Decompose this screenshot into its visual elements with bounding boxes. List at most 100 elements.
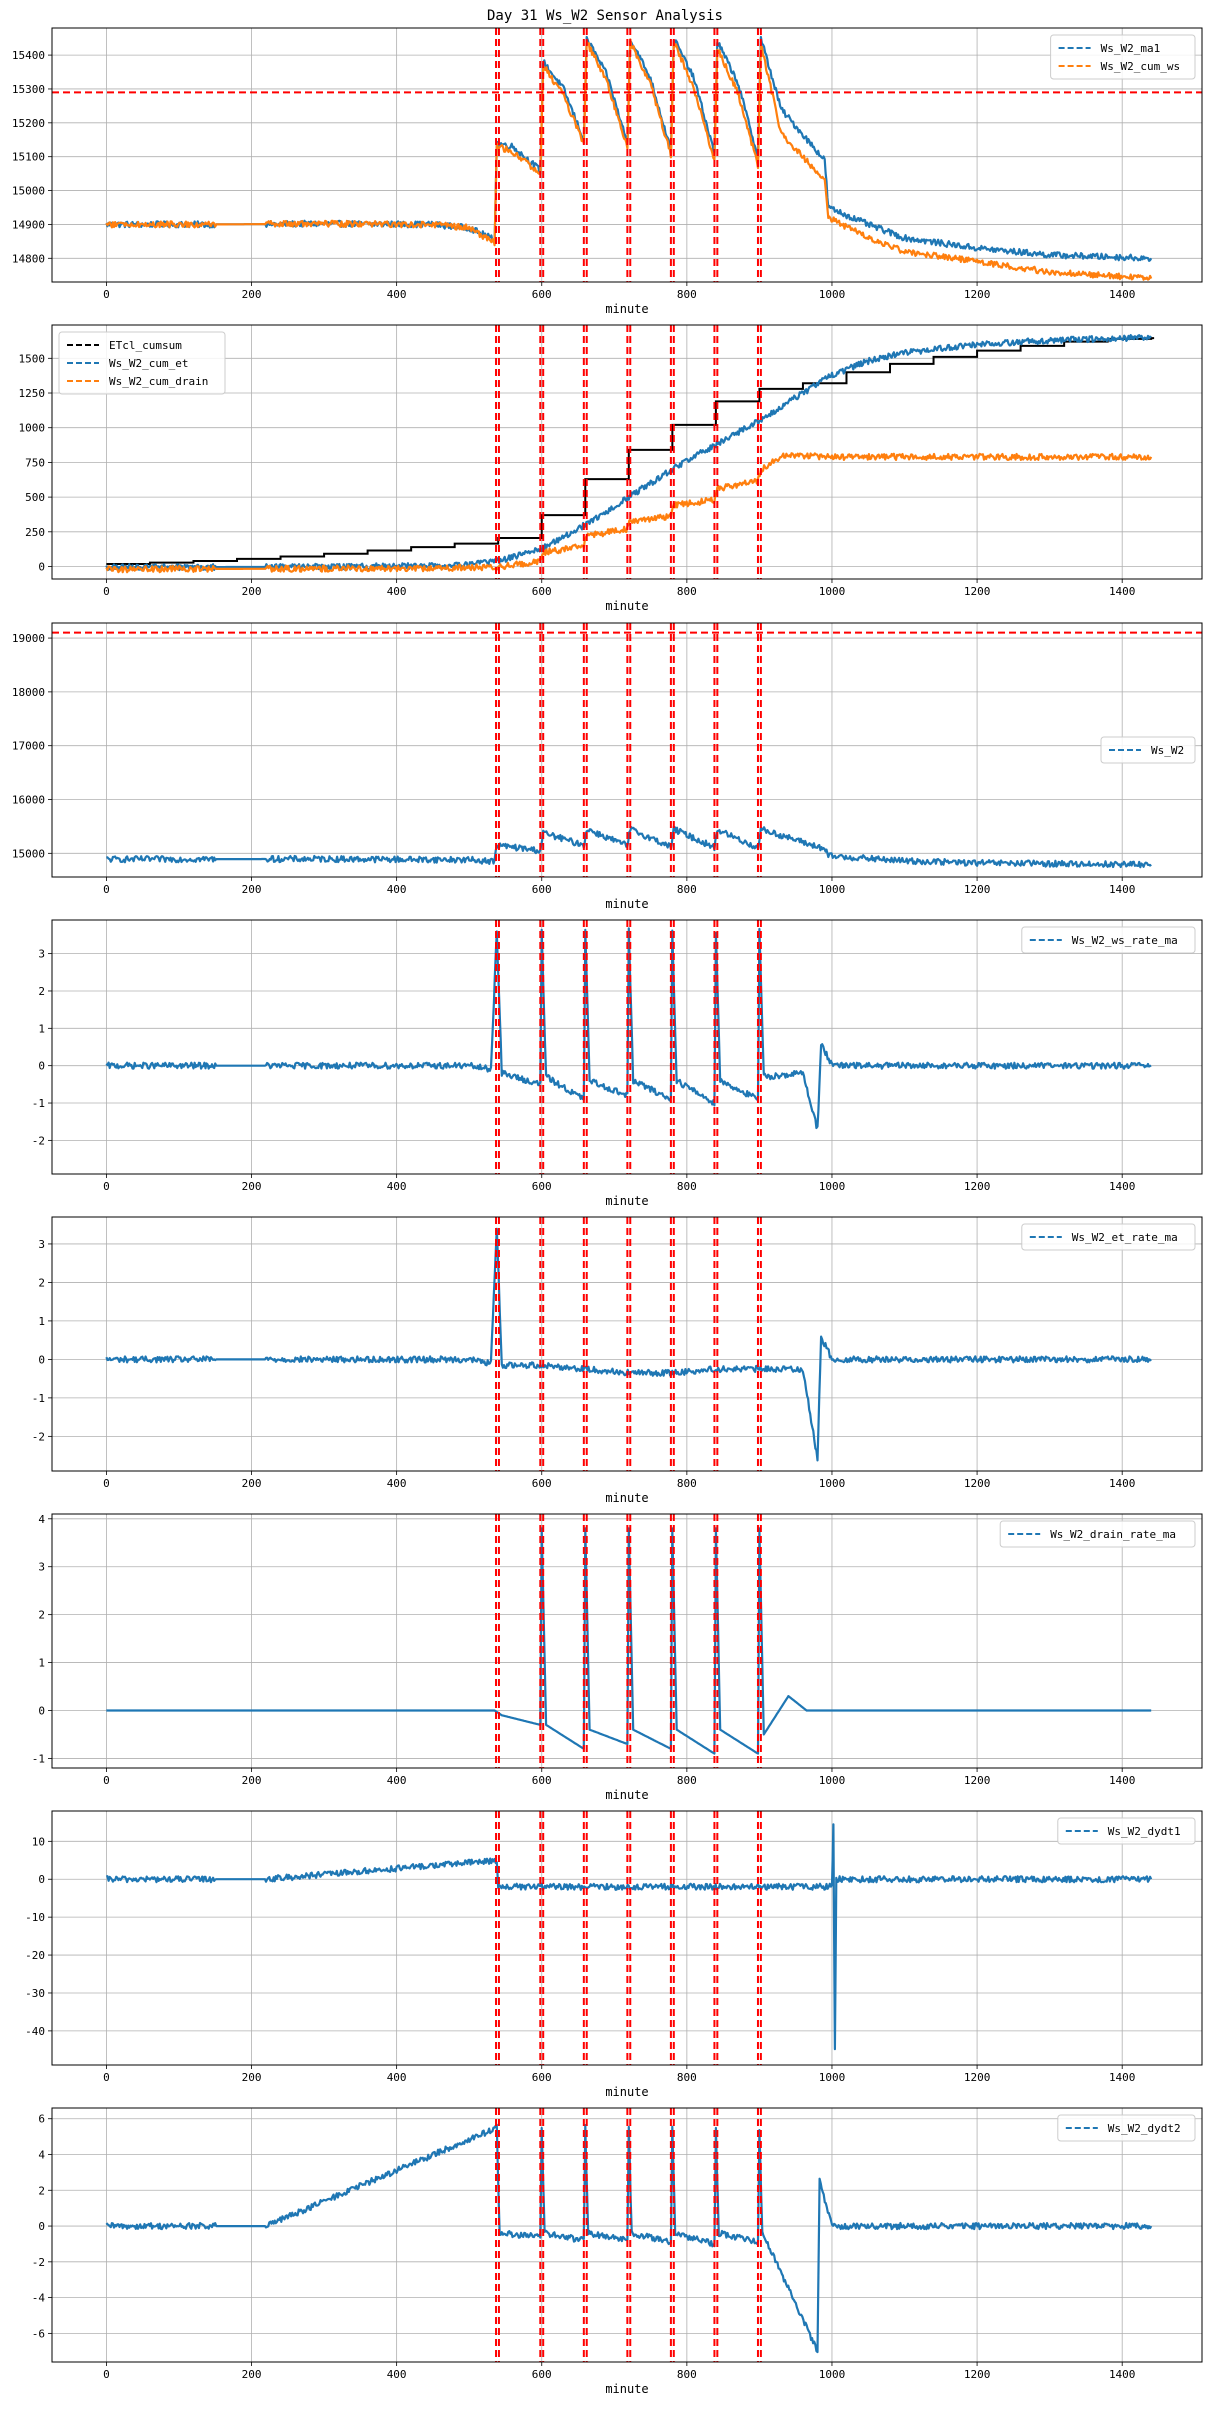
legend: Ws_W2_ma1 Ws_W2_cum_ws bbox=[1050, 34, 1196, 80]
x-tick-label: 600 bbox=[532, 2368, 552, 2381]
y-tick-label: 0 bbox=[38, 1873, 45, 1886]
y-tick-label: -2 bbox=[32, 1430, 45, 1443]
x-tick-label: 400 bbox=[387, 1180, 407, 1193]
y-tick-label: 0 bbox=[38, 561, 45, 574]
legend-label: Ws_W2_cum_drain bbox=[109, 375, 208, 388]
y-tick-label: 0 bbox=[38, 1704, 45, 1717]
x-tick-label: 800 bbox=[677, 288, 697, 301]
y-tick-label: -4 bbox=[32, 2292, 46, 2305]
x-tick-label: 600 bbox=[532, 883, 552, 896]
x-tick-label: 1000 bbox=[819, 585, 846, 598]
x-tick-label: 0 bbox=[103, 585, 110, 598]
x-tick-label: 800 bbox=[677, 1180, 697, 1193]
y-tick-label: 17000 bbox=[12, 740, 45, 753]
y-tick-label: 15300 bbox=[12, 83, 45, 96]
x-tick-label: 0 bbox=[103, 1477, 110, 1490]
x-tick-label: 0 bbox=[103, 2368, 110, 2381]
x-tick-label: 200 bbox=[242, 2071, 262, 2084]
x-axis-label: minute bbox=[605, 599, 648, 613]
x-tick-label: 0 bbox=[103, 1180, 110, 1193]
y-tick-label: -6 bbox=[32, 2327, 45, 2340]
series-line bbox=[106, 337, 1155, 566]
legend-label: Ws_W2_ws_rate_ma bbox=[1072, 934, 1178, 947]
legend-box bbox=[1057, 1817, 1196, 1845]
chart-raw: 0 200 400 600 800 1000 1200 1400 15000 16000 17000… bbox=[12, 622, 1203, 911]
x-axis-label: minute bbox=[605, 1788, 648, 1802]
x-tick-label: 1400 bbox=[1109, 2071, 1136, 2084]
x-tick-label: 800 bbox=[677, 1774, 697, 1787]
legend-box bbox=[1100, 736, 1196, 764]
x-tick-label: 800 bbox=[677, 2368, 697, 2381]
x-axis-label: minute bbox=[605, 302, 648, 316]
series-line bbox=[105, 927, 1152, 1130]
x-tick-label: 400 bbox=[387, 2368, 407, 2381]
x-tick-label: 1000 bbox=[819, 288, 846, 301]
legend-label: Ws_W2_dydt2 bbox=[1108, 2122, 1181, 2135]
x-tick-label: 0 bbox=[103, 1774, 110, 1787]
y-tick-label: 0 bbox=[38, 2220, 45, 2233]
y-tick-label: 3 bbox=[38, 1238, 45, 1251]
y-tick-label: 3 bbox=[38, 1561, 45, 1574]
plot-area bbox=[105, 1217, 1152, 1471]
x-tick-label: 1400 bbox=[1109, 1477, 1136, 1490]
x-tick-label: 600 bbox=[532, 585, 552, 598]
x-tick-label: 400 bbox=[387, 2071, 407, 2084]
legend-label: Ws_W2_ma1 bbox=[1101, 42, 1161, 55]
y-tick-label: 4 bbox=[38, 1513, 45, 1526]
y-tick-label: 1 bbox=[38, 1022, 45, 1035]
y-tick-label: -1 bbox=[32, 1752, 45, 1765]
x-tick-label: 1200 bbox=[964, 585, 991, 598]
x-tick-label: 1400 bbox=[1109, 288, 1136, 301]
axes-frame bbox=[51, 324, 1203, 580]
series-line bbox=[105, 1227, 1152, 1462]
y-tick-label: 15000 bbox=[12, 185, 45, 198]
y-tick-label: 1250 bbox=[19, 387, 46, 400]
x-tick-label: 1400 bbox=[1109, 1180, 1136, 1193]
x-axis-label: minute bbox=[605, 1194, 648, 1208]
legend-label: Ws_W2_cum_et bbox=[109, 357, 188, 370]
axes-frame bbox=[51, 919, 1203, 1175]
x-tick-label: 600 bbox=[532, 288, 552, 301]
y-tick-label: 14900 bbox=[12, 218, 45, 231]
y-tick-label: -20 bbox=[25, 1949, 45, 1962]
y-tick-label: 10 bbox=[32, 1835, 45, 1848]
y-tick-label: 15400 bbox=[12, 49, 45, 62]
y-tick-label: 15200 bbox=[12, 117, 45, 130]
x-tick-label: 0 bbox=[103, 288, 110, 301]
legend-box bbox=[1021, 1223, 1196, 1251]
x-tick-label: 800 bbox=[677, 2071, 697, 2084]
x-tick-label: 1200 bbox=[964, 1774, 991, 1787]
x-tick-label: 1200 bbox=[964, 883, 991, 896]
x-tick-label: 1200 bbox=[964, 1477, 991, 1490]
axes-frame bbox=[51, 1810, 1203, 2066]
x-tick-label: 1200 bbox=[964, 288, 991, 301]
plot-area bbox=[52, 28, 1202, 282]
legend-label: ETcl_cumsum bbox=[109, 339, 182, 352]
plot-area bbox=[105, 2108, 1153, 2362]
y-tick-label: 2 bbox=[38, 1276, 45, 1289]
x-tick-label: 1000 bbox=[819, 2368, 846, 2381]
y-tick-label: 4 bbox=[38, 2149, 45, 2162]
y-tick-label: -2 bbox=[32, 2256, 45, 2269]
x-tick-label: 400 bbox=[387, 288, 407, 301]
x-tick-label: 1000 bbox=[819, 2071, 846, 2084]
chart-cum: 0 200 400 600 800 1000 1200 1400 0 250 500 750 1000 1… bbox=[19, 324, 1203, 613]
legend-box bbox=[1021, 926, 1196, 954]
y-tick-label: 14800 bbox=[12, 252, 45, 265]
x-tick-label: 1400 bbox=[1109, 883, 1136, 896]
axes-frame bbox=[51, 2107, 1203, 2363]
series-line bbox=[105, 38, 1153, 281]
series-line bbox=[106, 825, 1152, 869]
legend: Ws_W2_dydt2 bbox=[1057, 2114, 1196, 2142]
x-tick-label: 800 bbox=[677, 883, 697, 896]
series-line bbox=[105, 2123, 1153, 2354]
x-tick-label: 1000 bbox=[819, 883, 846, 896]
y-tick-label: 2 bbox=[38, 1609, 45, 1622]
x-tick-label: 1200 bbox=[964, 2368, 991, 2381]
chart-ws_rate: 0 200 400 600 800 1000 1200 1400 -2 -1 0 1 2 3 minute W… bbox=[32, 919, 1203, 1208]
legend: Ws_W2_et_rate_ma bbox=[1021, 1223, 1196, 1251]
legend-box bbox=[1057, 2114, 1196, 2142]
x-tick-label: 1400 bbox=[1109, 585, 1136, 598]
chart-dydt1: 0 200 400 600 800 1000 1200 1400 -40 -30 -20 -10 0 10… bbox=[25, 1810, 1203, 2099]
legend: Ws_W2_ws_rate_ma bbox=[1021, 926, 1196, 954]
